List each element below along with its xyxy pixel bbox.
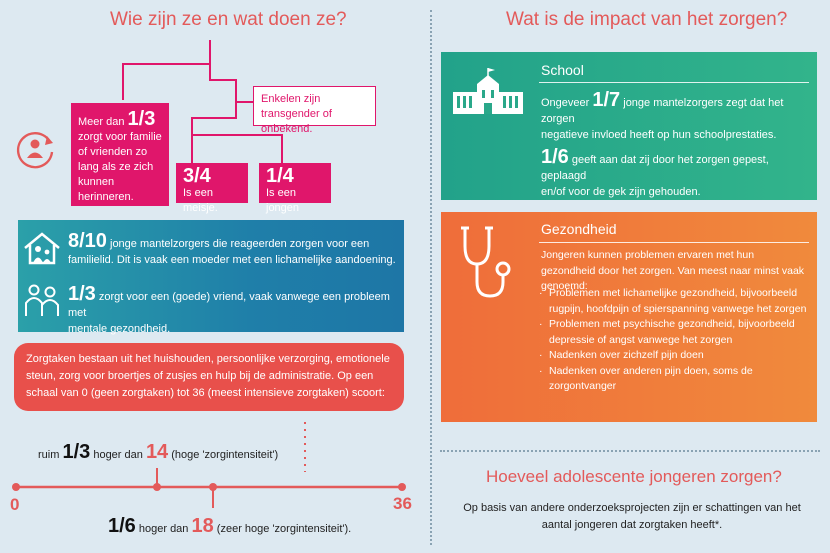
school-building-icon (453, 68, 523, 114)
left-title: Wie zijn ze en wat doen ze? (110, 9, 347, 30)
tree-connectors (122, 40, 283, 163)
friend-text-b: mentale gezondheid. (68, 323, 171, 335)
top-mid: hoger dan (93, 449, 143, 461)
scale-dot-max (398, 483, 406, 491)
school-p2-text-a: geeft aan dat zij door het zorgen gepest… (541, 154, 769, 182)
school-p1-prefix: Ongeveer (541, 97, 590, 109)
list-item: Problemen met psychische gezondheid, bij… (539, 317, 811, 348)
top-fraction: 1/3 (62, 441, 91, 463)
box-main-prefix: Meer dan (78, 116, 125, 128)
friend-text-a: zorgt voor een (goede) vriend, vaak vanw… (68, 291, 390, 319)
boy-big: 1/4 (266, 165, 294, 187)
box-one-third-lifelong: Meer dan 1/3 zorgt voor familie of vrien… (71, 103, 169, 206)
school-p2-fraction: 1/6 (541, 146, 569, 168)
top-prefix: ruim (38, 449, 60, 461)
bot-mid: hoger dan (138, 523, 189, 535)
family-fraction: 8/10 (68, 230, 107, 252)
bot-fraction: 1/6 (108, 515, 136, 537)
scale-max-label: 36 (393, 494, 412, 513)
health-panel: Gezondheid Jongeren kunnen problemen erv… (441, 212, 817, 422)
family-text-b: familielid. Dit is vaak een moeder met e… (68, 254, 396, 266)
health-heading-rule (539, 242, 809, 243)
box-main-text: zorgt voor familie of vrienden zo lang a… (78, 131, 162, 203)
house-family-icon (24, 232, 60, 265)
bottom-text: Op basis van andere onderzoeksprojecten … (463, 502, 801, 531)
scale-min-label: 0 (10, 495, 20, 514)
box-girl: 3/4 Is een meisje. (176, 163, 248, 214)
transgender-text: Enkelen zijn transgender of onbekend. (261, 93, 332, 135)
girl-big: 3/4 (183, 165, 211, 187)
girl-text: Is een meisje. (183, 187, 218, 214)
list-item: Nadenken over anderen pijn doen, soms de… (539, 364, 811, 395)
box-transgender: Enkelen zijn transgender of onbekend. (253, 86, 376, 135)
school-heading: School (541, 62, 584, 78)
top-suffix: (hoge 'zorgintensiteit') (171, 449, 279, 461)
caregiver-cycle-icon (16, 132, 54, 169)
family-text-a: jonge mantelzorgers die reageerden zorge… (110, 238, 370, 250)
school-heading-rule (539, 82, 809, 83)
intensity-scale (12, 422, 406, 508)
school-p1-text-a: jonge mantelzorgers zegt dat het zorgen (541, 97, 784, 125)
right-title: Wat is de impact van het zorgen? (506, 9, 788, 30)
school-p1-fraction: 1/7 (592, 89, 621, 111)
bottom-title: Hoeveel adolescente jongeren zorgen? (486, 467, 782, 486)
list-item: Problemen met lichamelijke gezondheid, b… (539, 286, 811, 317)
family-friend-panel: 8/10 jonge mantelzorgers die reageerden … (18, 220, 404, 335)
school-p2-text-b: en/of voor de gek zijn gehouden. (541, 186, 701, 198)
list-item: Nadenken over zichzelf pijn doen (539, 348, 811, 364)
box-main-big: 1/3 (127, 108, 156, 130)
box-boy: 1/4 Is een jongen (259, 163, 331, 214)
health-heading: Gezondheid (541, 221, 617, 237)
scale-dot-min (12, 483, 20, 491)
care-tasks-panel: Zorgtaken bestaan uit het huishouden, pe… (14, 343, 404, 411)
scale-dot-14 (153, 483, 161, 491)
care-tasks-text: Zorgtaken bestaan uit het huishouden, pe… (26, 353, 390, 399)
scale-dot-18 (209, 483, 217, 491)
school-panel: School Ongeveer 1/7 jonge mantelzorgers … (441, 52, 817, 200)
top-value: 14 (145, 441, 169, 463)
scale-bottom-annotation: 1/6 hoger dan 18 (zeer hoge 'zorgintensi… (108, 515, 351, 538)
bot-value: 18 (191, 515, 214, 537)
stethoscope-icon (461, 226, 511, 298)
horizontal-divider (440, 450, 820, 452)
boy-text: Is een jongen (266, 187, 300, 214)
friends-icon (25, 284, 59, 316)
scale-top-annotation: ruim 1/3 hoger dan 14 (hoge 'zorgintensi… (38, 441, 278, 464)
vertical-divider (430, 10, 432, 545)
friend-fraction: 1/3 (68, 283, 96, 305)
school-p1-text-b: negatieve invloed heeft op hun schoolpre… (541, 129, 777, 141)
health-problem-list: Problemen met lichamelijke gezondheid, b… (539, 286, 811, 395)
bot-suffix: (zeer hoge 'zorgintensiteit'). (216, 523, 352, 535)
